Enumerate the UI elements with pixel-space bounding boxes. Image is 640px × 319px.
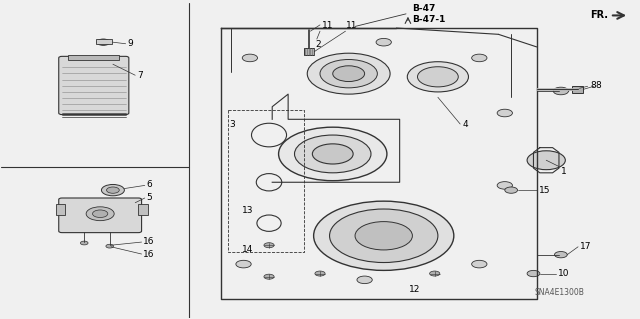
Bar (572, 86, 583, 93)
Circle shape (278, 127, 387, 181)
Circle shape (429, 271, 440, 276)
Circle shape (106, 187, 119, 193)
Bar (68, 55, 119, 60)
FancyBboxPatch shape (59, 198, 141, 233)
Circle shape (264, 243, 274, 248)
Text: 16: 16 (143, 237, 154, 246)
Circle shape (81, 241, 88, 245)
Text: 6: 6 (147, 180, 152, 189)
Text: 5: 5 (147, 193, 152, 202)
Bar (138, 204, 148, 215)
Circle shape (106, 244, 113, 248)
Circle shape (307, 53, 390, 94)
Text: 10: 10 (557, 269, 569, 278)
Text: 7: 7 (137, 71, 143, 80)
Bar (304, 48, 314, 55)
FancyBboxPatch shape (59, 56, 129, 115)
Circle shape (355, 222, 412, 250)
Bar (56, 204, 65, 215)
Bar (96, 39, 111, 44)
Circle shape (357, 276, 372, 284)
Text: 13: 13 (241, 206, 253, 215)
Text: 15: 15 (539, 186, 550, 195)
Circle shape (407, 62, 468, 92)
Circle shape (333, 66, 365, 82)
Text: 1: 1 (561, 167, 566, 176)
Text: 12: 12 (408, 285, 420, 293)
Circle shape (497, 182, 513, 189)
Circle shape (330, 209, 438, 263)
Circle shape (554, 251, 567, 258)
Circle shape (243, 54, 257, 62)
Circle shape (472, 54, 487, 62)
Circle shape (236, 260, 251, 268)
Text: FR.: FR. (590, 11, 608, 20)
Circle shape (315, 271, 325, 276)
Circle shape (264, 274, 274, 279)
Text: 14: 14 (242, 245, 253, 255)
Text: 3: 3 (230, 120, 236, 129)
Text: B-47
B-47-1: B-47 B-47-1 (412, 4, 446, 24)
Circle shape (505, 187, 518, 193)
Text: 17: 17 (580, 242, 591, 251)
Text: 8: 8 (595, 81, 601, 90)
Text: 2: 2 (316, 40, 321, 49)
Text: 4: 4 (462, 121, 468, 130)
Circle shape (101, 184, 124, 196)
Text: 9: 9 (127, 39, 132, 48)
Text: 16: 16 (143, 250, 154, 259)
Text: SNA4E1300B: SNA4E1300B (534, 288, 584, 297)
Text: 11: 11 (322, 21, 333, 30)
Circle shape (86, 207, 114, 221)
Circle shape (93, 210, 108, 218)
Circle shape (497, 109, 513, 117)
Circle shape (312, 144, 353, 164)
Circle shape (294, 135, 371, 173)
Circle shape (472, 260, 487, 268)
Text: 8: 8 (591, 81, 596, 90)
Text: 11: 11 (346, 21, 357, 30)
Circle shape (417, 67, 458, 87)
Circle shape (527, 151, 565, 170)
Circle shape (97, 39, 109, 45)
Circle shape (320, 60, 378, 88)
Circle shape (314, 201, 454, 271)
Circle shape (376, 38, 392, 46)
Circle shape (527, 271, 540, 277)
Circle shape (553, 87, 568, 95)
